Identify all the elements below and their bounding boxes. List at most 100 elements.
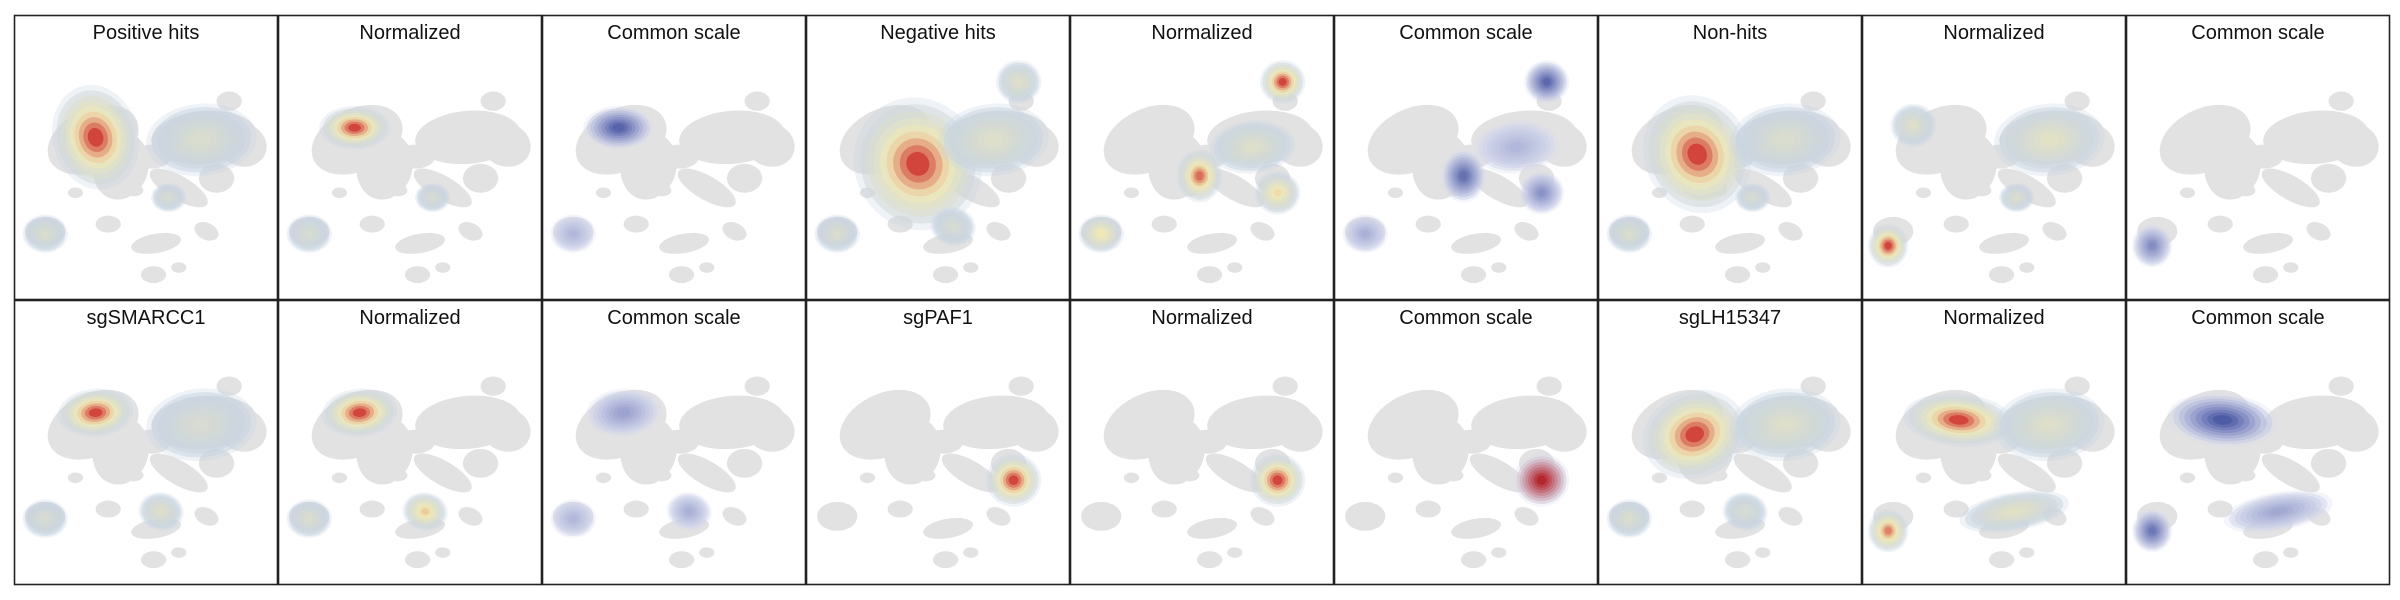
panel-frame [1069, 14, 1335, 301]
density-lower_left [22, 214, 68, 254]
panel-r1-c4: Negative hits [805, 14, 1071, 301]
density-ring_mid [1209, 120, 1296, 174]
density-lower_mid [666, 492, 712, 531]
density-lower_left [1342, 214, 1388, 254]
panel-r1-c1: Positive hits [13, 14, 279, 301]
panel-r1-c8: Normalized [1861, 14, 2127, 301]
panel-frame [13, 299, 279, 586]
density-upper_right [146, 388, 257, 462]
density-far_left_spot [2132, 224, 2173, 268]
panel-frame [1861, 299, 2127, 586]
panel-r2-c3: Common scale [541, 299, 807, 586]
panel-r2-c8: Normalized [1861, 299, 2127, 586]
density-neg_main [853, 97, 982, 231]
density-paf_spot [1249, 453, 1306, 507]
panel-frame [2125, 299, 2391, 586]
panel-frame [805, 14, 1071, 301]
panel-title: sgLH15347 [1679, 307, 1781, 329]
panel-title: Negative hits [880, 22, 996, 44]
density-left_top_spot [1890, 103, 1937, 147]
panel-r1-c2: Normalized [277, 14, 543, 301]
panel-title: Normalized [1943, 22, 2044, 44]
density-smarcc_main [321, 388, 398, 437]
panel-frame [1069, 299, 1335, 586]
density-lower_mid [138, 492, 184, 531]
umap-embedding [2137, 91, 2379, 284]
umap-embedding [1081, 376, 1323, 569]
panel-frame [1333, 14, 1599, 301]
panel-title: sgPAF1 [903, 307, 973, 329]
panel-r2-c6: Common scale [1333, 299, 1599, 586]
panel-r2-c7: sgLH15347 [1597, 299, 1863, 586]
density-upper_right [1994, 388, 2105, 462]
density-paf_spot [1513, 453, 1570, 507]
panel-r1-c7: Non-hits [1597, 14, 1863, 301]
panel-r2-c4: sgPAF1 [805, 299, 1071, 586]
density-lower_left [22, 499, 68, 539]
density-lower_mid [930, 207, 976, 246]
density-lower_left [286, 499, 332, 539]
density-lh_main [1642, 389, 1747, 480]
panel-title: Common scale [2191, 22, 2324, 44]
panel-frame [1861, 14, 2127, 301]
panel-r2-c9: Common scale [2125, 299, 2391, 586]
panel-r2-c5: Normalized [1069, 299, 1335, 586]
panel-title: Positive hits [93, 22, 200, 44]
density-top_right_spot [1259, 60, 1306, 104]
panel-frame [2125, 14, 2391, 301]
density-far_left_spot [1868, 509, 1909, 553]
panel-title: Common scale [1399, 307, 1532, 329]
umap-embedding [553, 376, 795, 569]
density-lower_mid [402, 492, 448, 531]
panel-title: Normalized [1151, 22, 1252, 44]
panel-r1-c5: Normalized [1069, 14, 1335, 301]
density-upper_right [1994, 103, 2105, 177]
density-pos_main [52, 84, 140, 190]
density-upper_right [146, 103, 257, 177]
panel-title: Common scale [607, 22, 740, 44]
density-lower_band [1959, 490, 2069, 533]
panel-title: Normalized [1943, 307, 2044, 329]
panel-title: Common scale [2191, 307, 2324, 329]
density-lower_mid [1722, 492, 1768, 531]
panel-frame [1597, 299, 1863, 586]
density-upper_right [938, 103, 1049, 177]
panel-frame [277, 14, 543, 301]
density-mid_small [1999, 183, 2035, 213]
density-pos_tight [583, 106, 654, 150]
density-lower_left [1606, 214, 1652, 254]
density-smarcc_main [585, 388, 662, 437]
density-lh_band [1903, 393, 2014, 447]
density-upper_right [1730, 103, 1841, 177]
panel-title: Non-hits [1693, 22, 1767, 44]
panel-r2-c1: sgSMARCC1 [13, 299, 279, 586]
panel-frame [805, 299, 1071, 586]
panel-title: Common scale [1399, 22, 1532, 44]
panel-r1-c6: Common scale [1333, 14, 1599, 301]
density-lower_left [814, 214, 860, 254]
umap-embedding [817, 376, 1059, 569]
panel-title: sgSMARCC1 [87, 307, 206, 329]
density-lower_band [2223, 490, 2333, 533]
density-right_spot [1518, 171, 1565, 215]
panel-frame [1333, 299, 1599, 586]
panel-title: Common scale [607, 307, 740, 329]
panel-r1-c3: Common scale [541, 14, 807, 301]
panel-title: Normalized [359, 307, 460, 329]
density-center_spot [1440, 149, 1487, 203]
density-mid_small [415, 183, 451, 213]
density-mid_small [1735, 183, 1771, 213]
density-center_spot [1176, 149, 1223, 203]
panel-frame [541, 14, 807, 301]
density-top_right_spot [995, 60, 1042, 104]
panel-frame [277, 299, 543, 586]
density-ring_mid [1473, 120, 1560, 174]
density-right_spot [1254, 171, 1301, 215]
density-lh_band [2167, 393, 2278, 447]
density-smarcc_main [57, 388, 134, 437]
density-far_left_spot [2132, 509, 2173, 553]
density-lower_left [1606, 499, 1652, 539]
density-lower_left [550, 214, 596, 254]
density-upper_right [1730, 388, 1841, 462]
density-pos_tight [319, 106, 390, 150]
